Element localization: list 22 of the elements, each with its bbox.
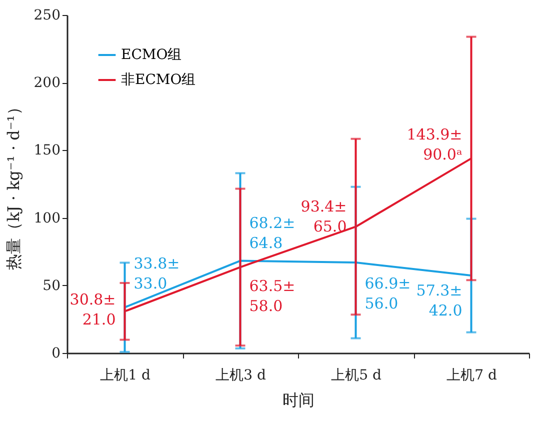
data-label: 66.9± 56.0 (364, 274, 411, 313)
data-label: 63.5± 58.0 (249, 277, 296, 316)
y-tick-label: 0 (52, 346, 60, 362)
y-tick-label: 250 (34, 8, 60, 24)
data-label: 143.9± 90.0ᵃ (406, 125, 462, 164)
data-label: 93.4± 65.0 (300, 198, 347, 236)
y-tick-label: 100 (34, 210, 60, 226)
y-axis-title: 热量（kJ · kg⁻¹ · d⁻¹） (4, 99, 23, 270)
data-label: 30.8± 21.0 (70, 290, 116, 328)
data-label: 33.8± 33.0 (134, 254, 180, 292)
legend-label: ECMO组 (121, 47, 182, 63)
x-tick-label: 上机5 d (331, 368, 382, 384)
y-tick-label: 200 (34, 75, 60, 92)
y-tick-label: 50 (42, 278, 60, 294)
x-axis-title: 时间 (282, 390, 314, 410)
x-tick-label: 上机7 d (446, 368, 497, 384)
data-label: 57.3± 42.0 (416, 282, 462, 320)
legend-label: 非ECMO组 (121, 72, 196, 88)
data-label: 68.2± 64.8 (249, 214, 296, 252)
x-tick-label: 上机3 d (216, 368, 266, 384)
y-tick-label: 150 (34, 142, 60, 159)
x-tick-label: 上机1 d (100, 368, 150, 384)
